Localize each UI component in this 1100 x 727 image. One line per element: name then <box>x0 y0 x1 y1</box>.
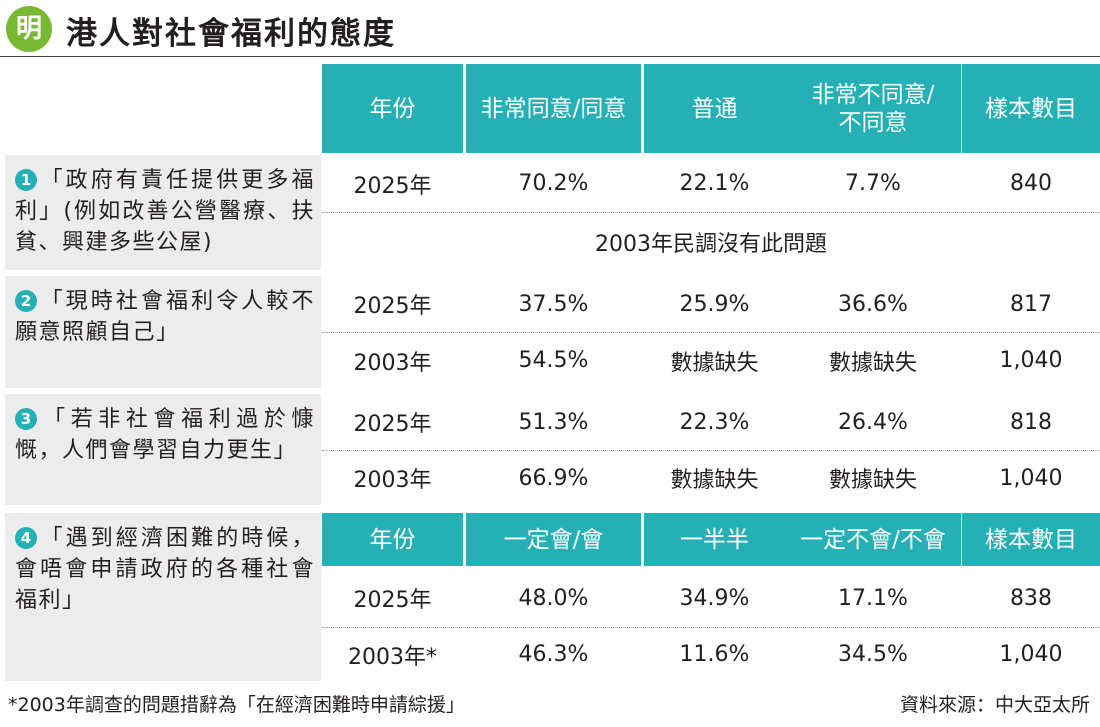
question-text: 3 「若非社會福利過於慷慨，人們會學習自力更生」 <box>15 404 315 466</box>
cell-disagree: 34.5% <box>838 642 908 667</box>
header-label: 年份 <box>369 95 416 122</box>
question-3-cell: 3 「若非社會福利過於慷慨，人們會學習自力更生」 <box>5 394 321 505</box>
question-text: 2 「現時社會福利令人較不願意照顧自己」 <box>15 286 315 348</box>
row-divider <box>322 332 1100 333</box>
cell-year: 2025年 <box>353 588 432 613</box>
cell-disagree: 7.7% <box>845 171 901 196</box>
header-sample: 樣本數目 <box>962 64 1100 153</box>
cell-sample: 1,040 <box>999 348 1063 373</box>
row-divider <box>322 450 1100 451</box>
question-label: 「遇到經濟困難的時候，會唔會申請政府的各種社會福利」 <box>15 526 315 613</box>
cell-year: 2025年 <box>353 294 432 319</box>
header2-label: 一定不會/不會 <box>800 526 946 553</box>
cell-sample: 1,040 <box>999 642 1063 667</box>
header2-label: 一定會/會 <box>503 526 604 553</box>
cell-agree: 46.3% <box>518 642 589 667</box>
cell-agree: 51.3% <box>518 409 589 435</box>
cell-disagree: 26.4% <box>838 409 908 435</box>
header-neutral: 普通 <box>644 64 785 153</box>
cell-year: 2003年 <box>353 468 432 493</box>
header-agree: 非常同意/同意 <box>466 64 641 153</box>
header2-label: 一半半 <box>680 526 749 553</box>
cell-neutral: 34.9% <box>679 585 750 611</box>
question-number-badge: 2 <box>15 290 37 312</box>
question-text: 4 「遇到經濟困難的時候，會唔會申請政府的各種社會福利」 <box>15 523 315 616</box>
cell-disagree: 17.1% <box>838 585 908 611</box>
cell-agree: 37.5% <box>518 291 589 317</box>
cell-neutral: 22.1% <box>679 171 750 196</box>
cell-sample: 1,040 <box>999 465 1063 491</box>
header2-label: 年份 <box>369 526 416 553</box>
cell-neutral: 22.3% <box>679 409 750 435</box>
cell-year: 2025年 <box>353 412 432 437</box>
row-divider <box>322 212 1100 213</box>
cell-agree: 66.9% <box>518 465 589 491</box>
cell-sample: 818 <box>1010 409 1052 435</box>
question-1-cell: 1 「政府有責任提供更多福利」(例如改善公營醫療、扶貧、興建多些公屋) <box>5 155 321 270</box>
cell-disagree: 數據缺失 <box>828 350 917 376</box>
cell-neutral: 11.6% <box>679 642 750 667</box>
cell-neutral: 數據缺失 <box>670 468 759 493</box>
question-number-badge: 4 <box>15 527 37 549</box>
header-label: 普通 <box>691 95 738 122</box>
cell-year: 2003年 <box>353 350 432 376</box>
question-number-badge: 3 <box>15 408 37 430</box>
question-label: 「政府有責任提供更多福利」(例如改善公營醫療、扶貧、興建多些公屋) <box>15 168 315 255</box>
cell-disagree: 36.6% <box>838 291 908 317</box>
cell-year: 2025年 <box>353 173 432 199</box>
footnote: *2003年調查的問題措辭為「在經濟困難時申請綜援」 <box>8 694 465 716</box>
question-label: 「若非社會福利過於慷慨，人們會學習自力更生」 <box>15 407 315 463</box>
page-title: 港人對社會福利的態度 <box>66 16 396 52</box>
header2-neutral: 一半半 <box>644 513 785 566</box>
cell-sample: 840 <box>1010 171 1052 196</box>
header2-label: 樣本數目 <box>985 526 1077 553</box>
header-year: 年份 <box>322 64 463 153</box>
cell-agree: 48.0% <box>518 585 589 611</box>
page-header: 明 港人對社會福利的態度 <box>0 0 1100 56</box>
cell-year: 2003年* <box>348 644 437 670</box>
cell-agree: 54.5% <box>518 348 589 373</box>
source-note: 資料來源：中大亞太所 <box>899 694 1090 716</box>
row-divider <box>322 627 1100 628</box>
title-divider <box>0 56 1100 57</box>
header2-disagree: 一定不會/不會 <box>785 513 961 566</box>
question-4-cell: 4 「遇到經濟困難的時候，會唔會申請政府的各種社會福利」 <box>5 513 321 681</box>
header-label: 非常不同意/ 不同意 <box>811 81 935 136</box>
header2-agree: 一定會/會 <box>466 513 641 566</box>
question-text: 1 「政府有責任提供更多福利」(例如改善公營醫療、扶貧、興建多些公屋) <box>15 165 315 258</box>
question-label: 「現時社會福利令人較不願意照顧自己」 <box>15 289 315 345</box>
header2-year: 年份 <box>322 513 463 566</box>
question-number-badge: 1 <box>15 169 37 191</box>
ming-pao-logo: 明 <box>6 6 52 52</box>
cell-neutral: 數據缺失 <box>670 350 759 376</box>
header-disagree: 非常不同意/ 不同意 <box>785 64 961 153</box>
no-data-note: 2003年民調沒有此問題 <box>595 231 827 257</box>
cell-sample: 838 <box>1010 585 1052 611</box>
cell-disagree: 數據缺失 <box>828 468 917 493</box>
header2-sample: 樣本數目 <box>962 513 1100 566</box>
cell-neutral: 25.9% <box>679 291 750 317</box>
cell-sample: 817 <box>1010 291 1052 317</box>
cell-agree: 70.2% <box>518 171 589 196</box>
header-label: 樣本數目 <box>985 95 1077 122</box>
header-label: 非常同意/同意 <box>480 95 627 122</box>
question-2-cell: 2 「現時社會福利令人較不願意照顧自己」 <box>5 276 321 388</box>
